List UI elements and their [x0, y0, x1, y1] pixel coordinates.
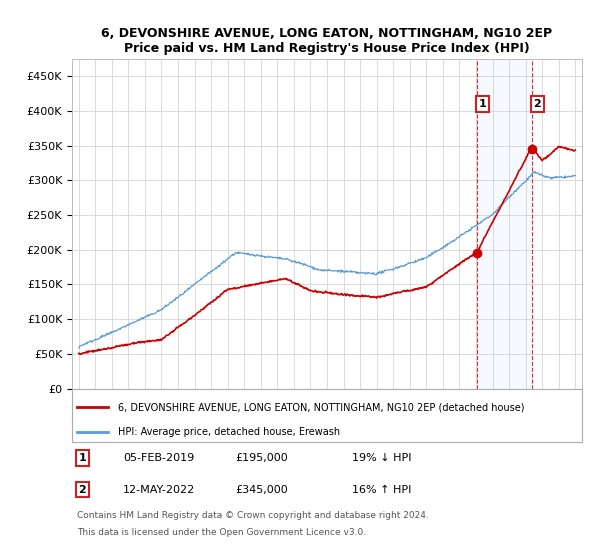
Text: £345,000: £345,000: [235, 485, 288, 494]
Text: 1: 1: [79, 453, 86, 463]
Text: 2: 2: [533, 99, 541, 109]
Text: Contains HM Land Registry data © Crown copyright and database right 2024.: Contains HM Land Registry data © Crown c…: [77, 511, 429, 520]
Text: 6, DEVONSHIRE AVENUE, LONG EATON, NOTTINGHAM, NG10 2EP (detached house): 6, DEVONSHIRE AVENUE, LONG EATON, NOTTIN…: [118, 402, 524, 412]
Text: 2: 2: [79, 485, 86, 494]
Text: This data is licensed under the Open Government Licence v3.0.: This data is licensed under the Open Gov…: [77, 528, 366, 537]
Text: HPI: Average price, detached house, Erewash: HPI: Average price, detached house, Erew…: [118, 427, 340, 437]
Title: 6, DEVONSHIRE AVENUE, LONG EATON, NOTTINGHAM, NG10 2EP
Price paid vs. HM Land Re: 6, DEVONSHIRE AVENUE, LONG EATON, NOTTIN…: [101, 27, 553, 55]
Text: 12-MAY-2022: 12-MAY-2022: [123, 485, 195, 494]
Text: 05-FEB-2019: 05-FEB-2019: [123, 453, 194, 463]
FancyBboxPatch shape: [72, 389, 582, 442]
Text: 19% ↓ HPI: 19% ↓ HPI: [353, 453, 412, 463]
Text: 16% ↑ HPI: 16% ↑ HPI: [353, 485, 412, 494]
Text: £195,000: £195,000: [235, 453, 288, 463]
Text: 1: 1: [479, 99, 487, 109]
